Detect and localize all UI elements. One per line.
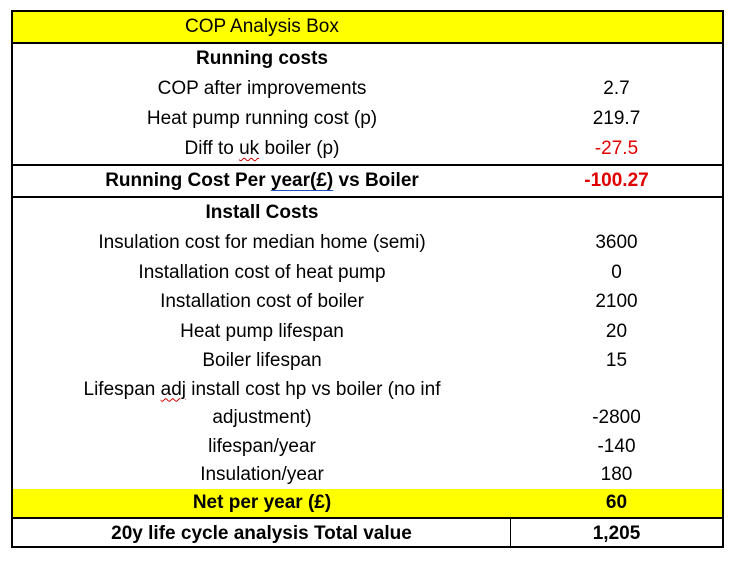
running-costs-header[interactable]: Running costs [196, 48, 328, 69]
label-line-1: Lifespan adj install cost hp vs boiler (… [84, 379, 441, 401]
table-row: COP after improvements 2.7 [13, 74, 722, 103]
row-label[interactable]: Heat pump running cost (p) [146, 107, 378, 129]
table-row: lifespan/year -140 [13, 432, 722, 461]
label-part: boiler (p) [259, 138, 340, 159]
row-value[interactable]: 2.7 [603, 77, 630, 99]
table-row: Installation cost of boiler 2100 [13, 287, 722, 316]
row-value[interactable]: 15 [605, 349, 628, 371]
row-value[interactable]: -2800 [592, 406, 641, 428]
net-per-year-label[interactable]: Net per year (£) [192, 492, 332, 513]
spellcheck-word: uk [239, 138, 260, 159]
table-row: Heat pump running cost (p) 219.7 [13, 104, 722, 133]
running-total-row: Running Cost Per year(£) vs Boiler -100.… [13, 166, 722, 198]
row-label[interactable]: Insulation cost for median home (semi) [98, 232, 426, 253]
install-costs-header[interactable]: Install Costs [205, 202, 319, 223]
table-title[interactable]: COP Analysis Box [185, 16, 339, 37]
running-total-label[interactable]: Running Cost Per year(£) vs Boiler [13, 166, 511, 196]
row-value[interactable]: 180 [600, 464, 633, 485]
row-value[interactable]: 3600 [595, 232, 638, 253]
net-per-year-row: Net per year (£) 60 [13, 489, 722, 517]
install-costs-header-row: Install Costs [13, 198, 722, 228]
row-label[interactable]: Heat pump lifespan [180, 320, 344, 342]
lifecycle-row: 20y life cycle analysis Total value 1,20… [13, 517, 722, 548]
row-label[interactable]: Lifespan adj install cost hp vs boiler (… [13, 375, 511, 432]
lifecycle-value[interactable]: 1,205 [592, 522, 641, 544]
row-value[interactable]: -140 [597, 435, 636, 457]
table-row: Insulation/year 180 [13, 461, 722, 489]
label-part: Running Cost Per [105, 170, 271, 191]
label-part: Diff to [184, 138, 240, 159]
row-value-negative[interactable]: -27.5 [594, 138, 639, 159]
spellcheck-word: adj [160, 378, 186, 400]
row-value[interactable]: 0 [611, 261, 622, 283]
table-row: Boiler lifespan 15 [13, 346, 722, 375]
label-line-2: adjustment) [212, 406, 312, 428]
lifespan-adj-row: Lifespan adj install cost hp vs boiler (… [13, 375, 722, 432]
title-row: COP Analysis Box [13, 12, 722, 44]
running-costs-header-row: Running costs [13, 44, 722, 74]
label-part: vs Boiler [333, 170, 419, 191]
row-label[interactable]: Installation cost of heat pump [138, 261, 386, 283]
row-value[interactable]: 20 [605, 320, 628, 342]
row-label[interactable]: Installation cost of boiler [160, 290, 364, 312]
row-label[interactable]: Insulation/year [200, 464, 324, 485]
label-part: install cost hp vs boiler (no inf [185, 378, 441, 400]
lifecycle-label[interactable]: 20y life cycle analysis Total value [13, 519, 511, 548]
label-part: Lifespan [83, 378, 161, 400]
net-per-year-value[interactable]: 60 [605, 492, 628, 513]
row-label[interactable]: Diff to uk boiler (p) [13, 134, 511, 164]
row-value[interactable]: 219.7 [592, 107, 641, 129]
cop-analysis-table: COP Analysis Box Running costs COP after… [11, 10, 724, 548]
table-row: Diff to uk boiler (p) -27.5 [13, 134, 722, 166]
row-label[interactable]: Boiler lifespan [202, 349, 322, 371]
grammar-marked-word: year(£) [270, 170, 334, 191]
row-label[interactable]: lifespan/year [208, 435, 316, 457]
table-row: Heat pump lifespan 20 [13, 317, 722, 346]
row-value[interactable]: 2100 [595, 290, 638, 312]
table-row: Installation cost of heat pump 0 [13, 258, 722, 287]
row-label[interactable]: COP after improvements [157, 77, 367, 99]
running-total-value[interactable]: -100.27 [584, 170, 649, 191]
table-row: Insulation cost for median home (semi) 3… [13, 228, 722, 258]
